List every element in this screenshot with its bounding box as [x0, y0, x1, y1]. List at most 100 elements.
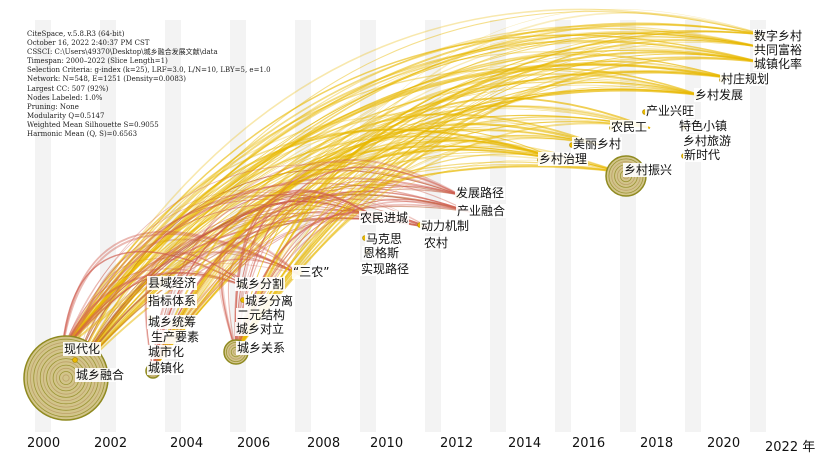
info-line: Selection Criteria: g-index (k=25), LRF=…	[27, 66, 271, 75]
keyword-label[interactable]: 新时代	[683, 148, 722, 162]
info-line: Timespan: 2000–2022 (Slice Length=1)	[27, 57, 168, 66]
link-curve	[152, 123, 601, 371]
link-curve	[61, 164, 461, 353]
link-curve	[152, 30, 766, 371]
keyword-label[interactable]: 农民进城	[359, 211, 410, 225]
keyword-label[interactable]: 共同富裕	[753, 43, 804, 57]
keyword-label[interactable]: 城乡分离	[244, 294, 295, 308]
keyword-label[interactable]: 二元结构	[236, 308, 287, 322]
year-label: 2006	[237, 436, 271, 451]
link-curve	[61, 268, 251, 353]
keyword-label[interactable]: 城乡融合	[75, 368, 126, 382]
keyword-label[interactable]: 数字乡村	[753, 29, 804, 43]
keyword-label[interactable]: 特色小镇	[678, 119, 729, 133]
link-curve	[235, 196, 381, 353]
keyword-label[interactable]: 县域经济	[147, 276, 198, 290]
keyword-label[interactable]: 现代化	[63, 342, 102, 356]
link-curve	[61, 149, 561, 353]
link-curve	[152, 105, 651, 371]
keyword-label[interactable]: 乡村振兴	[623, 163, 674, 177]
keyword-label[interactable]: 乡村发展	[694, 88, 745, 102]
link-curve	[61, 182, 471, 353]
keyword-label[interactable]: 马克思	[365, 232, 404, 246]
link-curve	[71, 25, 766, 379]
link-curve	[152, 121, 651, 371]
keyword-label[interactable]: 恩格斯	[362, 246, 401, 260]
link-curve	[152, 73, 701, 371]
keyword-label[interactable]: 产业融合	[456, 204, 507, 218]
link-curve	[152, 137, 601, 371]
info-line: Pruning: None	[27, 102, 79, 111]
link-curve	[61, 191, 431, 353]
year-label: 2000	[27, 436, 61, 451]
year-label: 2018	[640, 436, 674, 451]
link-curve	[235, 42, 766, 353]
link-curve	[61, 8, 766, 353]
keyword-label[interactable]: 动力机制	[420, 219, 471, 233]
info-line: Harmonic Mean (Q, S)=0.6563	[27, 130, 138, 139]
link-curve	[235, 31, 766, 353]
keyword-label[interactable]: 产业兴旺	[645, 104, 696, 118]
year-label: 2010	[370, 436, 404, 451]
keyword-label[interactable]: 乡村旅游	[682, 134, 733, 148]
year-label: 2016	[572, 436, 606, 451]
keyword-label[interactable]: 农村	[423, 236, 450, 250]
link-curve	[152, 33, 766, 371]
year-label: 2012	[440, 436, 474, 451]
keyword-label[interactable]: 乡村治理	[538, 152, 589, 166]
keyword-label[interactable]: 城乡分割	[235, 277, 286, 291]
keyword-label[interactable]: 生产要素	[150, 330, 201, 344]
link-curve	[61, 127, 601, 353]
link-curve	[235, 53, 761, 353]
keyword-label[interactable]: 村庄规划	[720, 72, 771, 86]
link-curve	[61, 250, 251, 353]
keyword-label[interactable]: 城镇化	[147, 361, 186, 375]
link-curve	[221, 241, 301, 353]
link-curve	[235, 8, 766, 353]
link-curve	[61, 27, 766, 353]
year-stripe	[750, 20, 766, 432]
link-curve	[61, 186, 461, 353]
node-ring	[59, 371, 73, 385]
keyword-label[interactable]: 城乡关系	[236, 341, 287, 355]
link-curve	[235, 81, 701, 353]
link-curve	[152, 45, 761, 371]
keyword-label[interactable]: 城乡对立	[235, 322, 286, 336]
keyword-label[interactable]: “三农”	[292, 265, 331, 279]
info-line: Modularity Q=0.5147	[27, 111, 105, 120]
co-occurrence-links	[61, 8, 766, 379]
link-curve	[61, 113, 601, 353]
keyword-label[interactable]: 美丽乡村	[572, 137, 623, 151]
info-line: CiteSpace, v.5.8.R3 (64-bit)	[27, 30, 125, 38]
year-stripe	[35, 20, 51, 432]
link-curve	[152, 31, 766, 371]
link-curve	[152, 183, 461, 371]
year-stripe	[555, 20, 571, 432]
link-curve	[71, 31, 766, 379]
year-label: 2002	[94, 436, 128, 451]
year-stripe	[685, 20, 701, 432]
keyword-label[interactable]: 城镇化率	[753, 57, 804, 71]
keyword-label[interactable]: 城市化	[147, 345, 186, 359]
info-panel: CiteSpace, v.5.8.R3 (64-bit) October 16,…	[27, 30, 271, 139]
keyword-label[interactable]: 农民工	[610, 120, 649, 134]
link-curve	[61, 198, 381, 353]
keyword-label[interactable]: 指标体系	[147, 294, 198, 308]
link-curve	[61, 203, 381, 353]
year-label: 2020	[707, 436, 741, 451]
link-curve	[61, 212, 381, 353]
info-line: Weighted Mean Silhouette S=0.9055	[27, 120, 159, 129]
keyword-label[interactable]: 发展路径	[455, 186, 506, 200]
keyword-label[interactable]: 实现路径	[360, 262, 411, 276]
link-curve	[152, 147, 561, 371]
link-curve	[152, 88, 701, 371]
year-stripe	[490, 20, 506, 432]
link-curve	[144, 251, 251, 371]
info-line: Nodes Labeled: 1.0%	[27, 93, 103, 102]
keyword-label[interactable]: 城乡统筹	[147, 315, 198, 329]
link-curve	[61, 30, 766, 353]
year-label: 2004	[170, 436, 204, 451]
link-curve	[71, 128, 601, 379]
year-stripe	[360, 20, 376, 432]
